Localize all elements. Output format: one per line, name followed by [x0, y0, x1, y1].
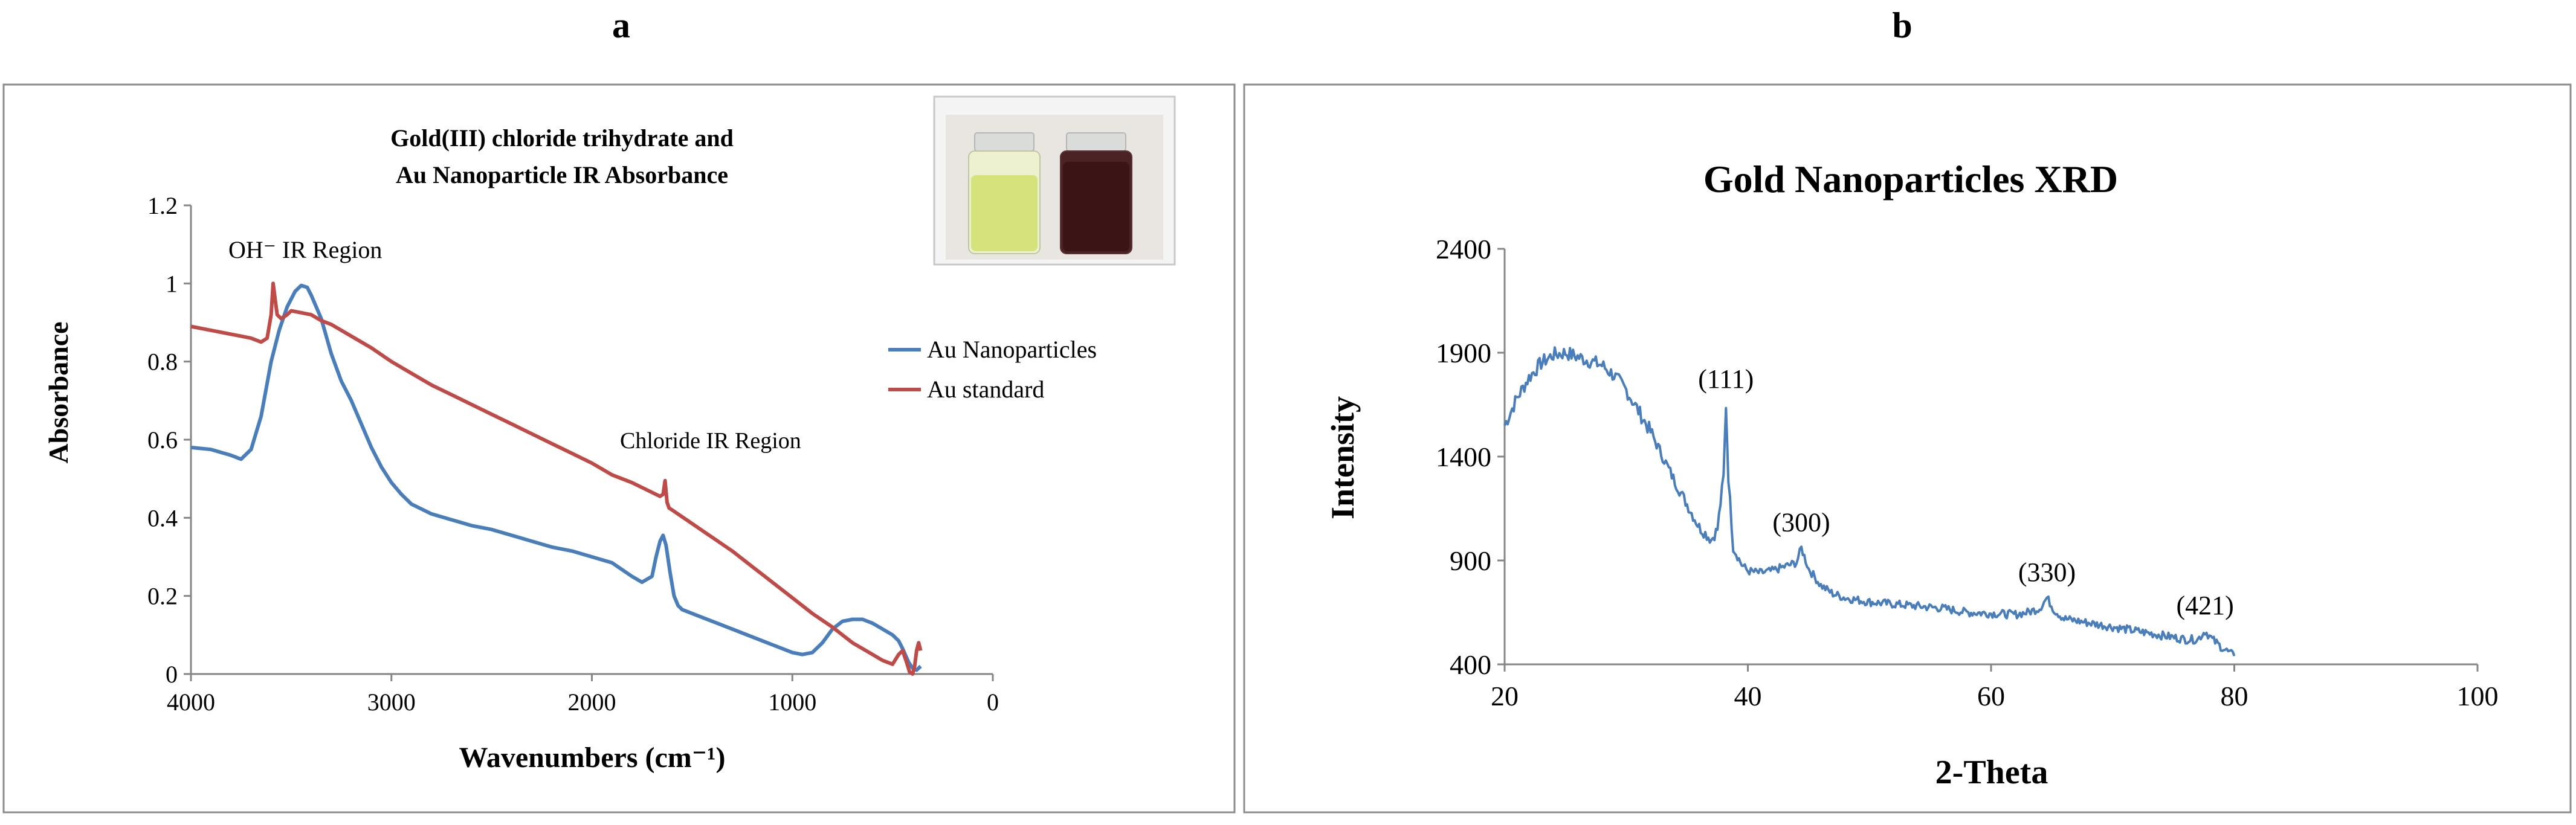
- xrd-x-tick-label: 80: [2221, 681, 2248, 711]
- xrd-x-tick-label: 60: [1977, 681, 2005, 711]
- ir-line-au-nanoparticles: [190, 283, 922, 672]
- xrd-chart: Gold Nanoparticles XRD 400 900 1400 1900 240…: [1325, 158, 2499, 791]
- oh-region-annotation: OH⁻ IR Region: [228, 236, 382, 263]
- xrd-chart-title: Gold Nanoparticles XRD: [1703, 158, 2118, 201]
- xrd-peak-label: (330): [2018, 557, 2076, 587]
- ir-x-tick-label: 0: [987, 689, 999, 716]
- ir-y-tick-label: 0.8: [147, 348, 178, 376]
- ir-y-tick-label: 1.2: [147, 192, 178, 219]
- xrd-x-tick-label: 100: [2457, 681, 2499, 711]
- ir-y-tick-label: 0.4: [147, 504, 178, 531]
- yellow-solution: [971, 175, 1038, 251]
- legend-label-au-nanoparticles: Au Nanoparticles: [927, 336, 1097, 363]
- ir-chart: Gold(III) chloride trihydrate and Au Nan…: [43, 95, 1176, 774]
- xrd-x-tick-label: 40: [1734, 681, 1762, 711]
- panel-label-b: b: [1892, 5, 1912, 45]
- ir-y-tick-label: 1: [166, 270, 178, 297]
- xrd-peak-label: (300): [1772, 507, 1830, 537]
- ir-y-tick-label: 0.6: [147, 426, 178, 454]
- xrd-y-tick-label: 900: [1450, 545, 1491, 576]
- ir-chart-title-line-1: Gold(III) chloride trihydrate and: [390, 124, 734, 152]
- ir-chart-title-line-2: Au Nanoparticle IR Absorbance: [396, 161, 728, 188]
- red-colloid: [1063, 162, 1129, 251]
- ir-x-axis-label: Wavenumbers (cm⁻¹): [459, 742, 726, 774]
- xrd-y-tick-label: 400: [1450, 649, 1491, 680]
- xrd-y-axis-label: Intensity: [1325, 396, 1361, 519]
- xrd-peak-labels: (111) (300) (330) (421): [1698, 364, 2234, 620]
- ir-x-tick-label: 2000: [568, 689, 616, 716]
- panel-label-a: a: [612, 5, 630, 45]
- xrd-line: [1503, 346, 2236, 656]
- xrd-y-tick-label: 2400: [1436, 234, 1491, 265]
- panel-b-frame: [1243, 83, 2572, 814]
- vial-photo-icon: [933, 95, 1176, 266]
- ir-y-axis-label: Absorbance: [43, 321, 74, 463]
- legend-label-au-standard: Au standard: [927, 376, 1044, 403]
- ir-y-tick-label: 0: [166, 661, 178, 688]
- xrd-y-tick-label: 1400: [1436, 441, 1491, 472]
- xrd-peak-label: (421): [2177, 591, 2234, 620]
- ir-y-tick-label: 0.2: [147, 583, 178, 610]
- ir-line-au-standard: [190, 281, 923, 676]
- ir-x-tick-label: 4000: [167, 689, 215, 716]
- xrd-y-tick-label: 1900: [1436, 338, 1491, 368]
- chloride-region-annotation: Chloride IR Region: [620, 428, 801, 454]
- xrd-peak-label: (111): [1698, 364, 1754, 394]
- xrd-ticks: 400 900 1400 1900 2400 20 40 60 80 100: [1436, 234, 2499, 711]
- ir-x-tick-label: 1000: [768, 689, 816, 716]
- xrd-x-axis-label: 2-Theta: [1935, 754, 2048, 791]
- ir-x-tick-label: 3000: [367, 689, 416, 716]
- ir-ticks: 0 0.2 0.4 0.6 0.8 1 1.2 4000 3000 2000 1000 0: [147, 192, 999, 716]
- xrd-x-tick-label: 20: [1491, 681, 1519, 711]
- ir-legend: Au Nanoparticles Au standard: [888, 336, 1097, 403]
